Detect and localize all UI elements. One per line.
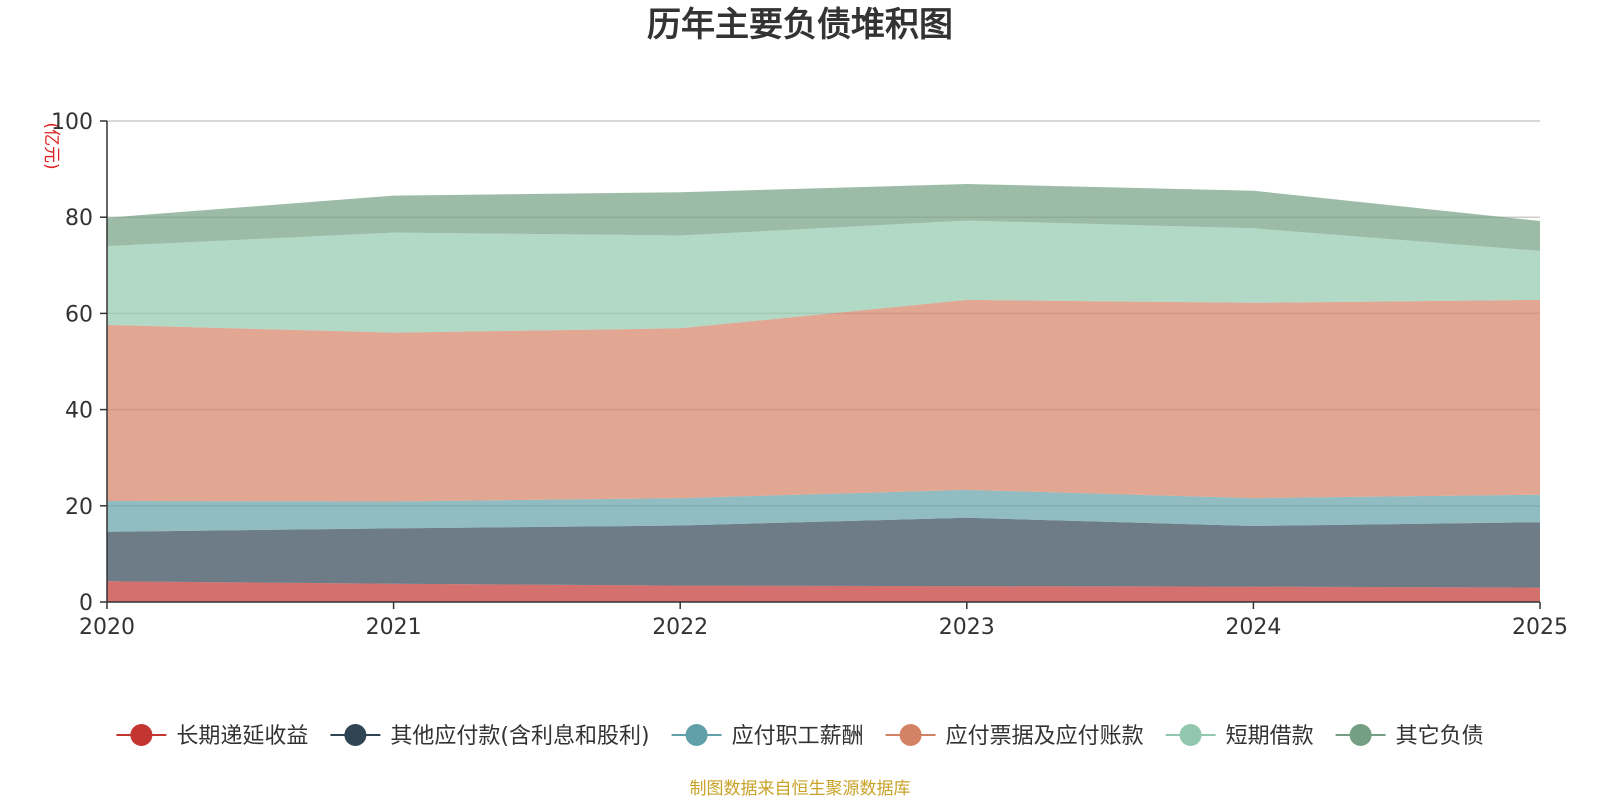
legend-marker [344, 724, 367, 746]
axes: 0 20 40 60 80 100 2020 2021 2022 2023 2024 2025 [51, 110, 1568, 640]
legend-item-4[interactable]: 应付票据及应付账款 [885, 724, 1144, 749]
x-tick-label: 2025 [1512, 615, 1568, 640]
legend-label: 其他应付款(含利息和股利) [390, 724, 649, 749]
legend-item-5[interactable]: 短期借款 [1165, 724, 1314, 749]
legend-marker [899, 724, 922, 746]
legend-item-3[interactable]: 应付职工薪酬 [671, 724, 864, 749]
area-series-5 [107, 220, 1540, 333]
y-tick-label: 20 [65, 495, 93, 520]
area-series-1 [107, 581, 1540, 602]
source-note: 制图数据来自恒生聚源数据库 [690, 779, 911, 799]
area-series-6 [107, 184, 1540, 251]
area-series-2 [107, 517, 1540, 588]
legend: 长期递延收益 其他应付款(含利息和股利) 应付职工薪酬 应付票据及应付账款 短期借款 其它… [116, 724, 1484, 749]
area-series [107, 184, 1540, 602]
legend-marker [1349, 724, 1372, 746]
chart-title: 历年主要负债堆积图 [647, 5, 953, 45]
legend-item-2[interactable]: 其他应付款(含利息和股利) [330, 724, 650, 749]
legend-label: 短期借款 [1226, 724, 1314, 749]
area-series-4 [107, 299, 1540, 502]
legend-label: 应付票据及应付账款 [946, 724, 1144, 749]
legend-marker [1179, 724, 1202, 746]
y-tick-label: 80 [65, 206, 93, 231]
legend-item-6[interactable]: 其它负债 [1335, 724, 1484, 749]
legend-marker [130, 724, 153, 746]
legend-label: 其它负债 [1396, 724, 1484, 749]
x-tick-label: 2020 [79, 615, 135, 640]
x-tick-label: 2022 [652, 615, 708, 640]
y-tick-label: 0 [79, 591, 93, 616]
legend-label: 应付职工薪酬 [732, 724, 864, 749]
x-tick-label: 2024 [1225, 615, 1281, 640]
y-tick-label: 100 [51, 110, 93, 135]
y-axis-unit-label: (亿元) [41, 122, 61, 169]
legend-label: 长期递延收益 [176, 724, 308, 749]
area-series-3 [107, 489, 1540, 532]
x-tick-label: 2023 [939, 615, 995, 640]
legend-item-1[interactable]: 长期递延收益 [116, 724, 308, 749]
y-tick-label: 40 [65, 399, 93, 424]
x-tick-label: 2021 [366, 615, 422, 640]
legend-marker [685, 724, 708, 746]
y-tick-label: 60 [65, 302, 93, 327]
